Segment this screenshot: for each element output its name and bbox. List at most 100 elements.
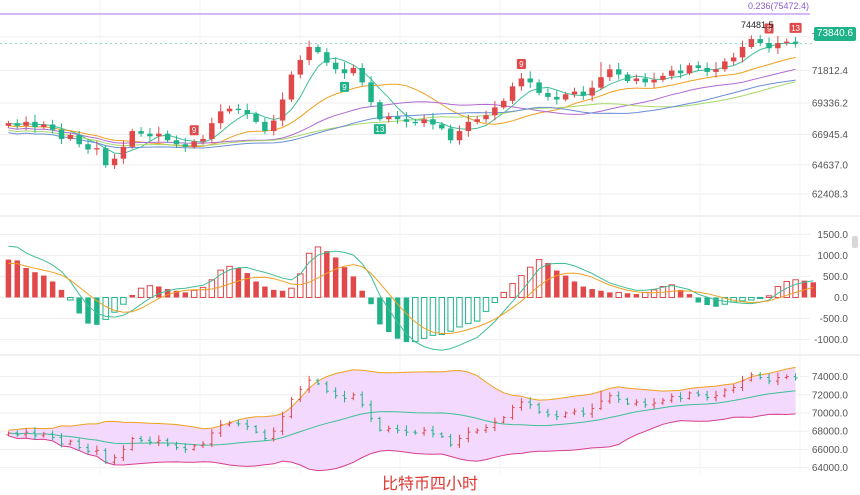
candle-body bbox=[492, 107, 498, 116]
candle-body bbox=[571, 91, 578, 95]
candle-body bbox=[412, 121, 419, 124]
y-tick-label: 70000.0 bbox=[812, 408, 849, 419]
y-tick-label: 500.0 bbox=[823, 272, 848, 283]
candle-body bbox=[509, 86, 516, 101]
macd-bar bbox=[482, 296, 490, 312]
macd-bar bbox=[420, 296, 428, 339]
candle-body bbox=[164, 133, 171, 141]
macd-bar bbox=[253, 281, 259, 298]
candle-body bbox=[439, 124, 445, 129]
td-marker bbox=[789, 22, 802, 33]
candle-body bbox=[209, 123, 215, 139]
candle-body bbox=[147, 133, 153, 137]
candle-body bbox=[518, 78, 525, 87]
candle-body bbox=[783, 41, 790, 43]
candle-body bbox=[474, 119, 480, 122]
candle-body bbox=[775, 42, 781, 49]
candle-body bbox=[32, 121, 38, 128]
candle-body bbox=[598, 77, 604, 88]
macd-panel bbox=[5, 245, 817, 351]
macd-bar bbox=[377, 297, 383, 325]
macd-bar bbox=[341, 267, 348, 298]
candle-body bbox=[403, 119, 410, 122]
candle-body bbox=[766, 42, 772, 49]
boll-upper-line bbox=[8, 366, 796, 431]
candle-body bbox=[58, 129, 65, 139]
candle-body bbox=[792, 41, 799, 44]
macd-bar bbox=[650, 289, 658, 298]
candle-body bbox=[156, 133, 162, 137]
macd-bar bbox=[314, 246, 322, 298]
candle-body bbox=[191, 141, 197, 147]
candle-body bbox=[677, 70, 684, 74]
macd-bar bbox=[164, 289, 171, 298]
candle-body bbox=[730, 57, 737, 62]
candle-body bbox=[315, 46, 321, 53]
candle-body bbox=[102, 148, 109, 166]
candle-body bbox=[324, 52, 330, 63]
macd-bar bbox=[173, 290, 180, 298]
chart-caption: 比特币四小时 bbox=[381, 474, 478, 493]
macd-bar bbox=[137, 287, 145, 298]
candle-body bbox=[332, 62, 339, 70]
candle-body bbox=[642, 78, 648, 83]
candle-body bbox=[633, 78, 640, 82]
macd-bar bbox=[190, 289, 198, 298]
td-marker-label: 9 bbox=[192, 126, 197, 135]
y-tick-label: 74000.0 bbox=[812, 372, 849, 383]
macd-bar bbox=[217, 269, 224, 298]
candle-body bbox=[713, 69, 719, 72]
candle-body bbox=[536, 82, 542, 93]
candle-body bbox=[748, 39, 755, 47]
ma-line-ma-blue bbox=[8, 79, 796, 149]
candle-body bbox=[757, 39, 763, 43]
candle-body bbox=[739, 46, 746, 58]
candle-body bbox=[41, 124, 47, 128]
macd-bar bbox=[518, 275, 525, 298]
candle-body bbox=[421, 119, 427, 124]
candle-body bbox=[394, 116, 401, 120]
macd-bar bbox=[589, 289, 595, 298]
td-marker bbox=[189, 125, 199, 136]
macd-bar bbox=[305, 252, 313, 298]
macd-bar bbox=[509, 283, 516, 298]
candle-body bbox=[173, 140, 180, 145]
macd-bar bbox=[76, 297, 82, 314]
candle-body bbox=[545, 92, 551, 97]
macd-bar bbox=[801, 280, 808, 298]
candle-body bbox=[456, 131, 463, 141]
macd-bar bbox=[739, 296, 746, 302]
candle-body bbox=[271, 120, 277, 132]
ma-line-ma-purple bbox=[8, 68, 796, 144]
y-tick-label: 0.0 bbox=[834, 293, 848, 304]
macd-bar bbox=[810, 282, 817, 298]
candle-body bbox=[120, 146, 127, 159]
macd-bar bbox=[146, 285, 154, 298]
candle-body bbox=[111, 158, 118, 166]
price-panel: 9 9 13 9 9 13 bbox=[0, 22, 812, 170]
candle-body bbox=[368, 82, 374, 103]
macd-bar bbox=[359, 290, 365, 298]
candle-body bbox=[527, 78, 533, 83]
macd-bar bbox=[23, 268, 29, 298]
macd-bar bbox=[535, 259, 543, 298]
y-tick-label: 66945.4 bbox=[812, 130, 849, 141]
macd-bar bbox=[394, 297, 401, 339]
candle-body bbox=[615, 69, 622, 75]
macd-bar bbox=[491, 296, 499, 304]
td-marker bbox=[764, 23, 774, 34]
scroll-handle[interactable] bbox=[852, 236, 858, 248]
macd-bar bbox=[473, 296, 481, 322]
fib-label: 0.236(75472.4) bbox=[748, 1, 809, 11]
macd-bar bbox=[554, 270, 560, 298]
candle-body bbox=[23, 121, 29, 126]
macd-bar bbox=[615, 291, 622, 298]
macd-bar bbox=[438, 296, 446, 336]
macd-bar bbox=[244, 273, 250, 298]
candle-body bbox=[350, 67, 357, 74]
candle-body bbox=[580, 91, 587, 96]
candle-body bbox=[377, 102, 383, 120]
macd-bar bbox=[120, 296, 127, 305]
candle-body bbox=[385, 116, 392, 120]
candle-body bbox=[49, 124, 56, 130]
